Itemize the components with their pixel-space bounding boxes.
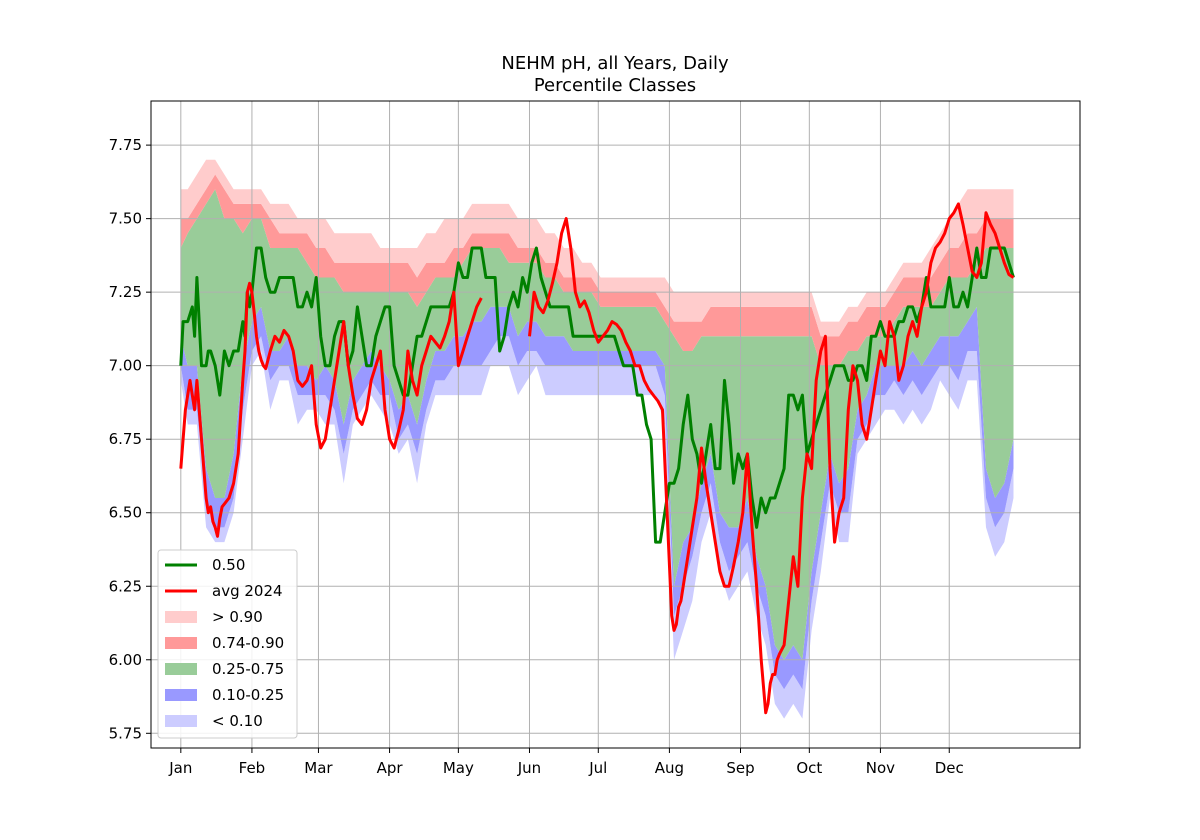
legend-item-3: 0.74-0.90 [165, 634, 284, 652]
y-tick-label: 6.50 [109, 504, 142, 522]
x-tick-label: Jan [168, 759, 192, 777]
x-tick-label: May [443, 759, 474, 777]
y-tick-label: 7.50 [109, 210, 142, 228]
grid-lines [151, 101, 1080, 748]
legend: 0.50 avg 2024 > 0.90 0.74-0.90 0.25-0.75 0.10… [157, 549, 298, 739]
y-tick-label: 7.75 [109, 136, 142, 154]
band-75-90 [180, 174, 1014, 366]
legend-item-5: 0.10-0.25 [165, 686, 284, 704]
legend-item-1: avg 2024 [165, 582, 283, 600]
y-tick-label: 6.25 [109, 577, 142, 595]
legend-label: > 0.90 [212, 608, 263, 626]
y-tick-label: 6.75 [109, 430, 142, 448]
x-axis: Jan Feb Mar Apr May Jun Jul Aug Sep Oct Nov Dec [168, 748, 964, 777]
legend-label: 0.10-0.25 [212, 686, 284, 704]
legend-label: 0.50 [212, 556, 245, 574]
legend-item-4: 0.25-0.75 [165, 660, 284, 678]
avg-2024-line [528, 202, 1015, 715]
y-tick-label: 5.75 [109, 724, 142, 742]
x-tick-label: Sep [726, 759, 754, 777]
chart-subtitle: Percentile Classes [534, 75, 696, 96]
legend-item-2: > 0.90 [165, 608, 263, 626]
median-line [179, 246, 1015, 544]
x-tick-label: Apr [377, 759, 404, 777]
x-tick-label: Nov [866, 759, 895, 777]
legend-patch-swatch [165, 689, 197, 701]
x-tick-label: Jul [588, 759, 607, 777]
x-tick-label: Dec [935, 759, 964, 777]
y-tick-label: 6.00 [109, 651, 142, 669]
x-tick-label: Aug [655, 759, 684, 777]
y-tick-label: 7.25 [109, 283, 142, 301]
legend-patch-swatch [165, 611, 197, 623]
legend-patch-swatch [165, 637, 197, 649]
series-lines [179, 202, 1015, 715]
x-tick-label: Oct [796, 759, 822, 777]
y-axis: 5.75 6.00 6.25 6.50 6.75 7.00 7.25 7.50 7.75 [109, 136, 151, 742]
x-tick-label: Feb [239, 759, 266, 777]
legend-label: 0.74-0.90 [212, 634, 284, 652]
y-tick-label: 7.00 [109, 357, 142, 375]
legend-label: < 0.10 [212, 712, 263, 730]
legend-patch-swatch [165, 715, 197, 727]
x-tick-label: Jun [517, 759, 541, 777]
legend-patch-swatch [165, 663, 197, 675]
plot-frame [150, 100, 1081, 749]
x-tick-label: Mar [304, 759, 333, 777]
avg-2024-line [179, 281, 483, 538]
legend-label: 0.25-0.75 [212, 660, 284, 678]
chart-title: NEHM pH, all Years, Daily [501, 53, 729, 74]
legend-item-0: 0.50 [165, 556, 245, 574]
legend-label: avg 2024 [212, 582, 283, 600]
band-above-90 [180, 159, 1014, 337]
band-below-10 [180, 336, 1014, 719]
legend-item-6: < 0.10 [165, 712, 263, 730]
band-10-25 [180, 306, 1014, 690]
